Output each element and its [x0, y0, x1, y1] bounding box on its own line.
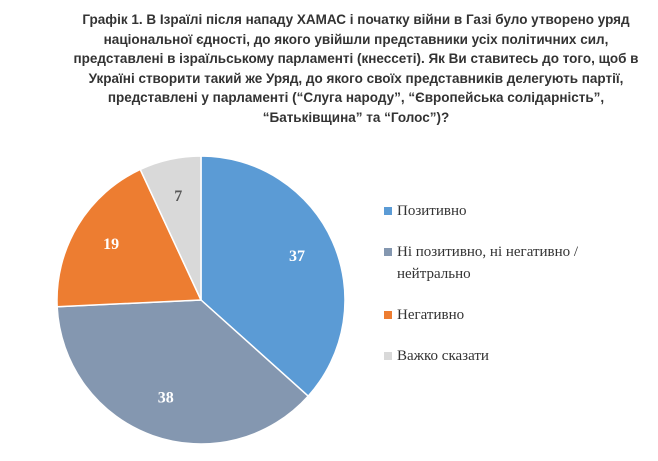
data-label: 37	[289, 248, 305, 265]
legend-item: Ні позитивно, ні негативно / нейтрально	[384, 241, 644, 285]
legend-item: Важко сказати	[384, 345, 644, 367]
legend-label: Ні позитивно, ні негативно / нейтрально	[397, 244, 579, 282]
legend-swatch	[384, 248, 392, 256]
pie-slice	[139, 155, 202, 301]
legend-swatch	[384, 207, 392, 215]
pie-slice	[200, 155, 346, 398]
chart-title: Графік 1. В Ізраїлі після нападу ХАМАС і…	[73, 12, 639, 125]
chart: 37 38 19 7	[56, 155, 346, 445]
legend-swatch	[384, 311, 392, 319]
pie-slice	[56, 168, 203, 308]
legend-label: Позитивно	[397, 203, 467, 219]
pie-slice	[56, 299, 310, 445]
legend: Позитивно Ні позитивно, ні негативно / не…	[384, 200, 644, 386]
legend-swatch	[384, 352, 392, 360]
legend-item: Позитивно	[384, 200, 644, 222]
data-label: 38	[158, 390, 174, 407]
legend-item: Негативно	[384, 304, 644, 326]
data-label: 19	[103, 236, 119, 253]
legend-label: Важко сказати	[397, 348, 489, 364]
data-label: 7	[174, 188, 182, 205]
legend-label: Негативно	[397, 307, 465, 323]
